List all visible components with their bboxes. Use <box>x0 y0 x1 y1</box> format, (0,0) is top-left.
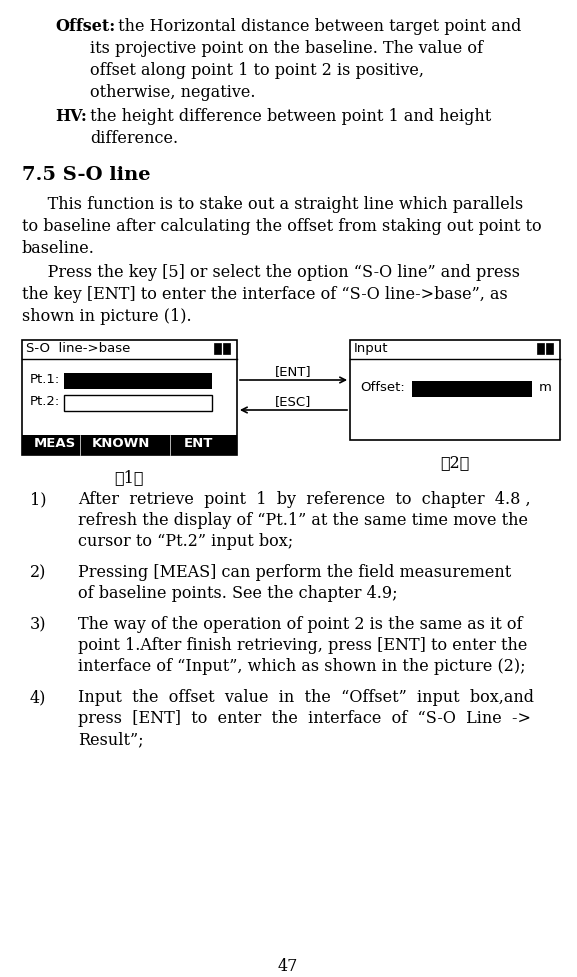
Bar <box>537 343 544 354</box>
Text: Input: Input <box>354 342 388 355</box>
Bar <box>350 340 560 440</box>
Text: KNOWN: KNOWN <box>92 437 151 450</box>
Text: After  retrieve  point  1  by  reference  to  chapter  4.8 ,: After retrieve point 1 by reference to c… <box>78 491 531 508</box>
Text: its projective point on the baseline. The value of: its projective point on the baseline. Th… <box>90 40 483 57</box>
Text: offset along point 1 to point 2 is positive,: offset along point 1 to point 2 is posit… <box>90 62 424 79</box>
Text: [ESC]: [ESC] <box>275 395 311 408</box>
Text: HV:: HV: <box>55 108 87 125</box>
Bar <box>22 340 237 455</box>
Text: baseline.: baseline. <box>22 240 95 257</box>
Text: 3): 3) <box>30 616 47 633</box>
Text: point 1.After finish retrieving, press [ENT] to enter the: point 1.After finish retrieving, press [… <box>78 637 527 654</box>
Text: （2）: （2） <box>440 454 470 471</box>
Text: interface of “Input”, which as shown in the picture (2);: interface of “Input”, which as shown in … <box>78 658 526 675</box>
Text: m: m <box>539 381 552 394</box>
Text: the height difference between point 1 and height: the height difference between point 1 an… <box>85 108 491 125</box>
Text: Pressing [MEAS] can perform the field measurement: Pressing [MEAS] can perform the field me… <box>78 564 511 581</box>
Text: 1): 1) <box>30 491 47 508</box>
Bar <box>412 381 532 397</box>
Text: shown in picture (1).: shown in picture (1). <box>22 308 192 325</box>
Text: difference.: difference. <box>90 130 178 147</box>
Text: 47: 47 <box>278 958 298 975</box>
Text: to baseline after calculating the offset from staking out point to: to baseline after calculating the offset… <box>22 218 542 235</box>
Bar <box>214 343 221 354</box>
Text: Pt.2:: Pt.2: <box>30 395 60 408</box>
Bar <box>223 343 230 354</box>
Text: Pt.1:: Pt.1: <box>30 373 60 386</box>
Text: Press the key [5] or select the option “S-O line” and press: Press the key [5] or select the option “… <box>22 264 520 281</box>
Text: otherwise, negative.: otherwise, negative. <box>90 84 256 101</box>
Text: Offset:: Offset: <box>360 381 404 394</box>
Text: Offset:: Offset: <box>55 18 115 35</box>
Text: 7.5 S-O line: 7.5 S-O line <box>22 166 151 184</box>
Bar <box>64 395 212 411</box>
Text: MEAS: MEAS <box>34 437 76 450</box>
Text: Input  the  offset  value  in  the  “Offset”  input  box,and: Input the offset value in the “Offset” i… <box>78 689 534 706</box>
Text: 4): 4) <box>30 689 46 706</box>
Text: Result”;: Result”; <box>78 731 144 748</box>
Text: the key [ENT] to enter the interface of “S-O line->base”, as: the key [ENT] to enter the interface of … <box>22 286 508 303</box>
Text: [ENT]: [ENT] <box>275 365 312 378</box>
Text: The way of the operation of point 2 is the same as it of: The way of the operation of point 2 is t… <box>78 616 523 633</box>
Text: 2): 2) <box>30 564 46 581</box>
Text: This function is to stake out a straight line which parallels: This function is to stake out a straight… <box>22 196 523 213</box>
Bar <box>64 373 212 389</box>
Text: ENT: ENT <box>184 437 213 450</box>
Bar <box>546 343 553 354</box>
Bar <box>22 435 237 455</box>
Text: the Horizontal distance between target point and: the Horizontal distance between target p… <box>113 18 522 35</box>
Text: （1）: （1） <box>114 469 144 486</box>
Text: cursor to “Pt.2” input box;: cursor to “Pt.2” input box; <box>78 533 293 550</box>
Text: S-O  line->base: S-O line->base <box>26 342 130 355</box>
Text: of baseline points. See the chapter 4.9;: of baseline points. See the chapter 4.9; <box>78 585 398 602</box>
Text: refresh the display of “Pt.1” at the same time move the: refresh the display of “Pt.1” at the sam… <box>78 512 528 529</box>
Text: press  [ENT]  to  enter  the  interface  of  “S-O  Line  ->: press [ENT] to enter the interface of “S… <box>78 710 531 727</box>
